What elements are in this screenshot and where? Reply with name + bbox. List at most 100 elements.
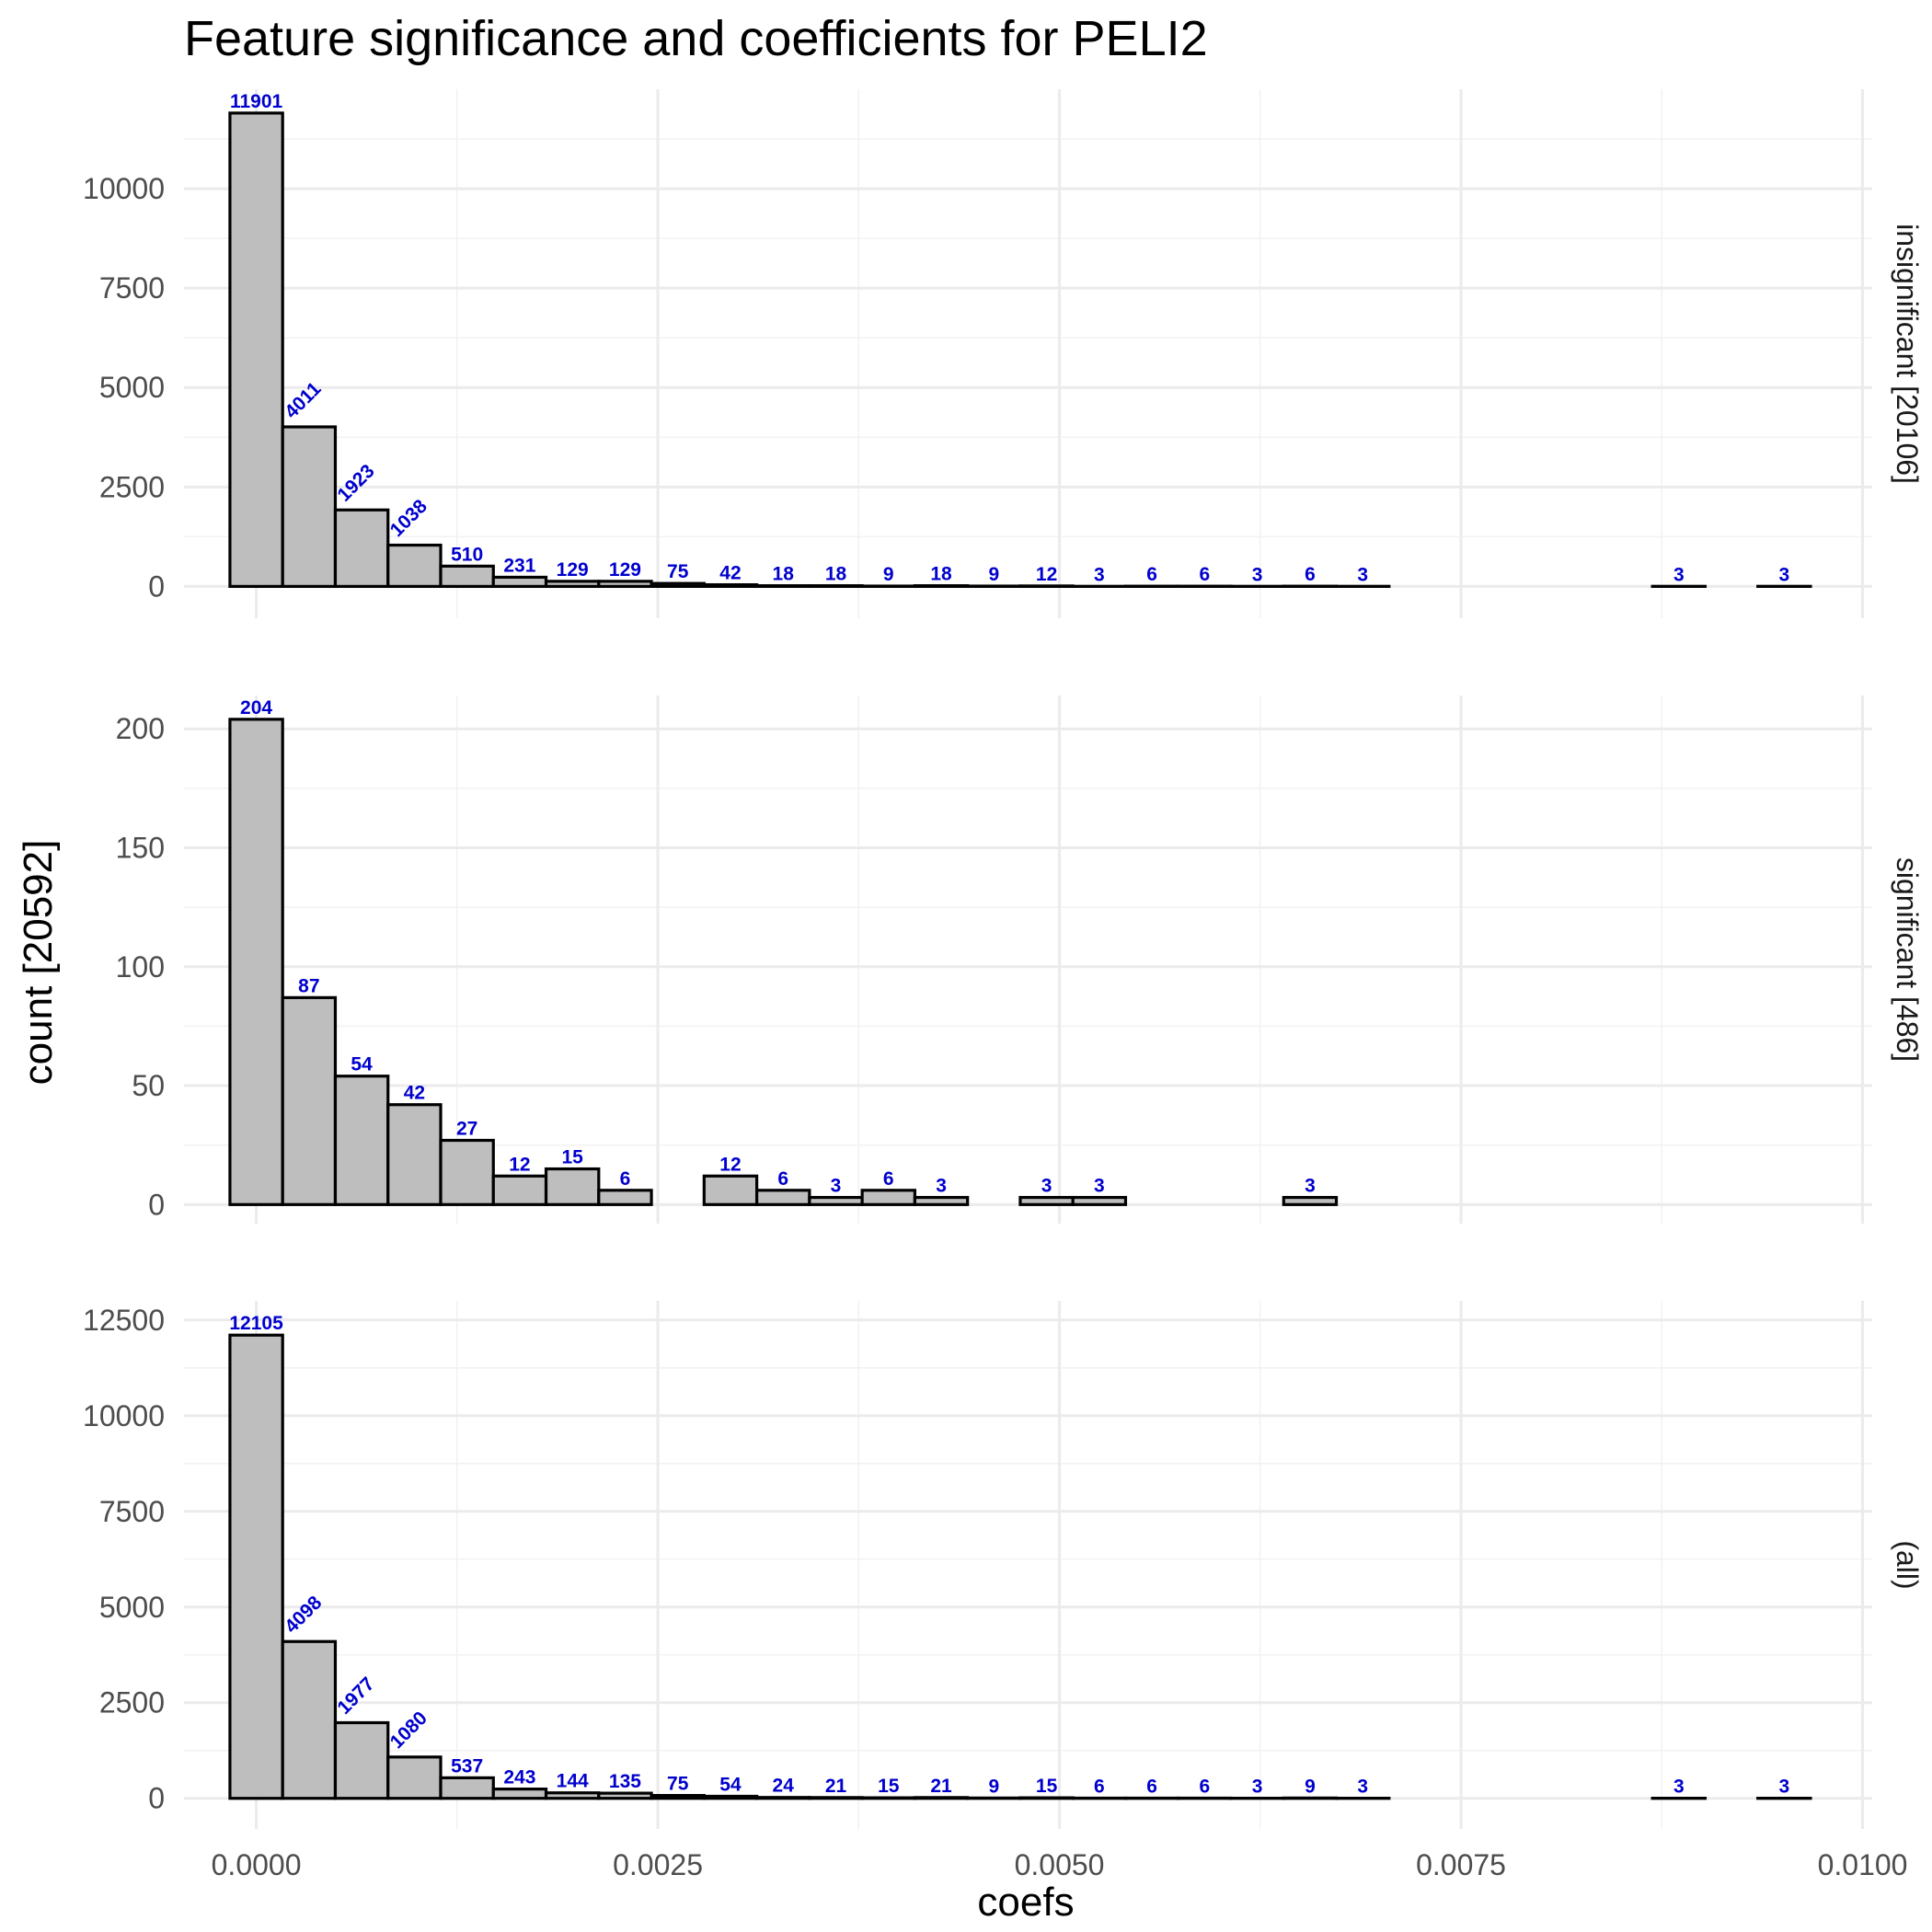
bar-value-label: 3 [1778,1777,1789,1798]
histogram-bar [228,718,284,1206]
histogram-bar [439,1776,495,1800]
histogram-bar [755,1189,811,1206]
facet-strip-label: significant [486] [1891,857,1924,1062]
histogram-bar [386,1103,443,1206]
bar-value-label: 3 [1252,564,1263,585]
bar-value-label: 75 [667,561,689,582]
bar-value-label: 1977 [333,1673,378,1719]
histogram-bar [544,1791,601,1800]
bar-value-label: 21 [930,1776,952,1797]
histogram-bar [333,1075,390,1206]
facet-strip-label: insignificant [20106] [1891,224,1924,484]
histogram-bar [228,111,284,589]
bar-value-label: 231 [503,555,535,576]
bar-value-label: 18 [773,564,795,585]
bar-value-label: 27 [456,1119,477,1140]
x-tick-label: 0.0000 [212,1848,302,1881]
y-tick-label: 2500 [99,1686,165,1719]
histogram-bar [808,584,864,589]
bar-value-label: 129 [557,559,589,581]
y-tick-label: 150 [116,831,165,864]
y-tick-label: 0 [148,1782,165,1815]
bar-value-label: 3 [1357,564,1368,585]
bar-value-label: 9 [988,564,999,585]
histogram-bar [702,1794,759,1800]
bar-value-label: 6 [1146,564,1157,585]
facet-panel-3: 0 2500 5000 7500 10000 12500 12105 409819771080… [83,1301,1924,1829]
histogram-bar [491,1788,548,1800]
x-axis-title: coefs [977,1880,1074,1925]
bar-value-label: 24 [773,1776,795,1797]
bar-value-label: 9 [988,1776,999,1797]
facet-panels: 0250050007500100001190140111923103851023… [83,89,1924,1829]
histogram-bar [808,1195,864,1206]
bar-value-label: 3 [936,1176,947,1197]
bar-value-label: 54 [351,1054,373,1075]
bar-value-label: 6 [883,1168,894,1190]
facet-panel-2: 0 50 100 150 200 204 87 54 42 27 12 15 6 12 6 3 6 3 3 3 3 sig… [116,696,1924,1224]
bar-value-label: 6 [620,1168,631,1190]
bar-value-label: 3 [1252,1777,1263,1798]
bar-value-label: 15 [561,1147,583,1168]
histogram-bar [386,543,443,589]
bar-value-label: 6 [777,1168,788,1190]
histogram-bar [913,1195,970,1206]
x-tick-label: 0.0025 [613,1848,703,1881]
bar-value-label: 204 [240,697,272,719]
histogram-bar [755,1796,811,1800]
chart-title: Feature significance and coefficients fo… [184,11,1208,66]
bar-value-label: 6 [1200,564,1211,585]
y-tick-label: 10000 [83,172,165,205]
bar-value-label: 3 [1778,564,1789,585]
histogram-bar [650,1794,706,1800]
x-tick-label: 0.0075 [1416,1848,1506,1881]
bar-value-label: 4098 [281,1592,327,1638]
histogram-bar [755,584,811,589]
y-tick-label: 12500 [83,1304,165,1337]
bar-value-label: 54 [719,1774,742,1795]
histogram-bar [281,995,338,1206]
bar-value-label: 3 [1673,564,1685,585]
histogram-bar [281,425,338,589]
bar-value-label: 9 [883,564,894,585]
bar-value-label: 6 [1094,1776,1105,1797]
histogram-bar [808,1796,864,1800]
histogram-bar [439,1138,495,1206]
bar-value-label: 6 [1200,1776,1211,1797]
y-tick-label: 2500 [99,470,165,503]
bar-value-label: 243 [503,1767,535,1788]
bar-value-label: 3 [1041,1176,1052,1197]
histogram-bar [860,1189,917,1206]
y-tick-label: 100 [116,950,165,983]
bar-value-label: 3 [1357,1777,1368,1798]
bar-value-label: 1038 [386,496,432,542]
y-tick-label: 200 [116,712,165,745]
histogram-bar [913,1796,970,1800]
bar-value-label: 12105 [229,1313,283,1334]
histogram-bar [333,1720,390,1800]
histogram-bar [281,1639,338,1800]
histogram-bar [491,575,548,589]
bar-value-label: 135 [609,1771,641,1792]
y-tick-label: 0 [148,1188,165,1221]
bar-value-label: 21 [825,1776,847,1797]
histogram-bar [491,1174,548,1206]
histogram-bar [597,1791,653,1800]
bar-value-label: 537 [451,1755,483,1777]
bar-value-label: 1923 [333,461,378,506]
histogram-bar [544,1167,601,1206]
x-tick-label: 0.0050 [1015,1848,1105,1881]
histogram-bar [439,564,495,589]
bar-value-label: 3 [1094,564,1105,585]
y-tick-label: 50 [132,1069,165,1102]
histogram-bar [860,1796,917,1800]
histogram-bar [1018,1195,1075,1206]
histogram-bar [386,1755,443,1800]
histogram-bar [544,580,601,589]
bar-value-label: 42 [404,1083,425,1104]
y-tick-label: 5000 [99,1591,165,1624]
bar-value-label: 1080 [386,1708,431,1753]
histogram-bar [913,584,970,589]
histogram-bar [650,581,706,589]
